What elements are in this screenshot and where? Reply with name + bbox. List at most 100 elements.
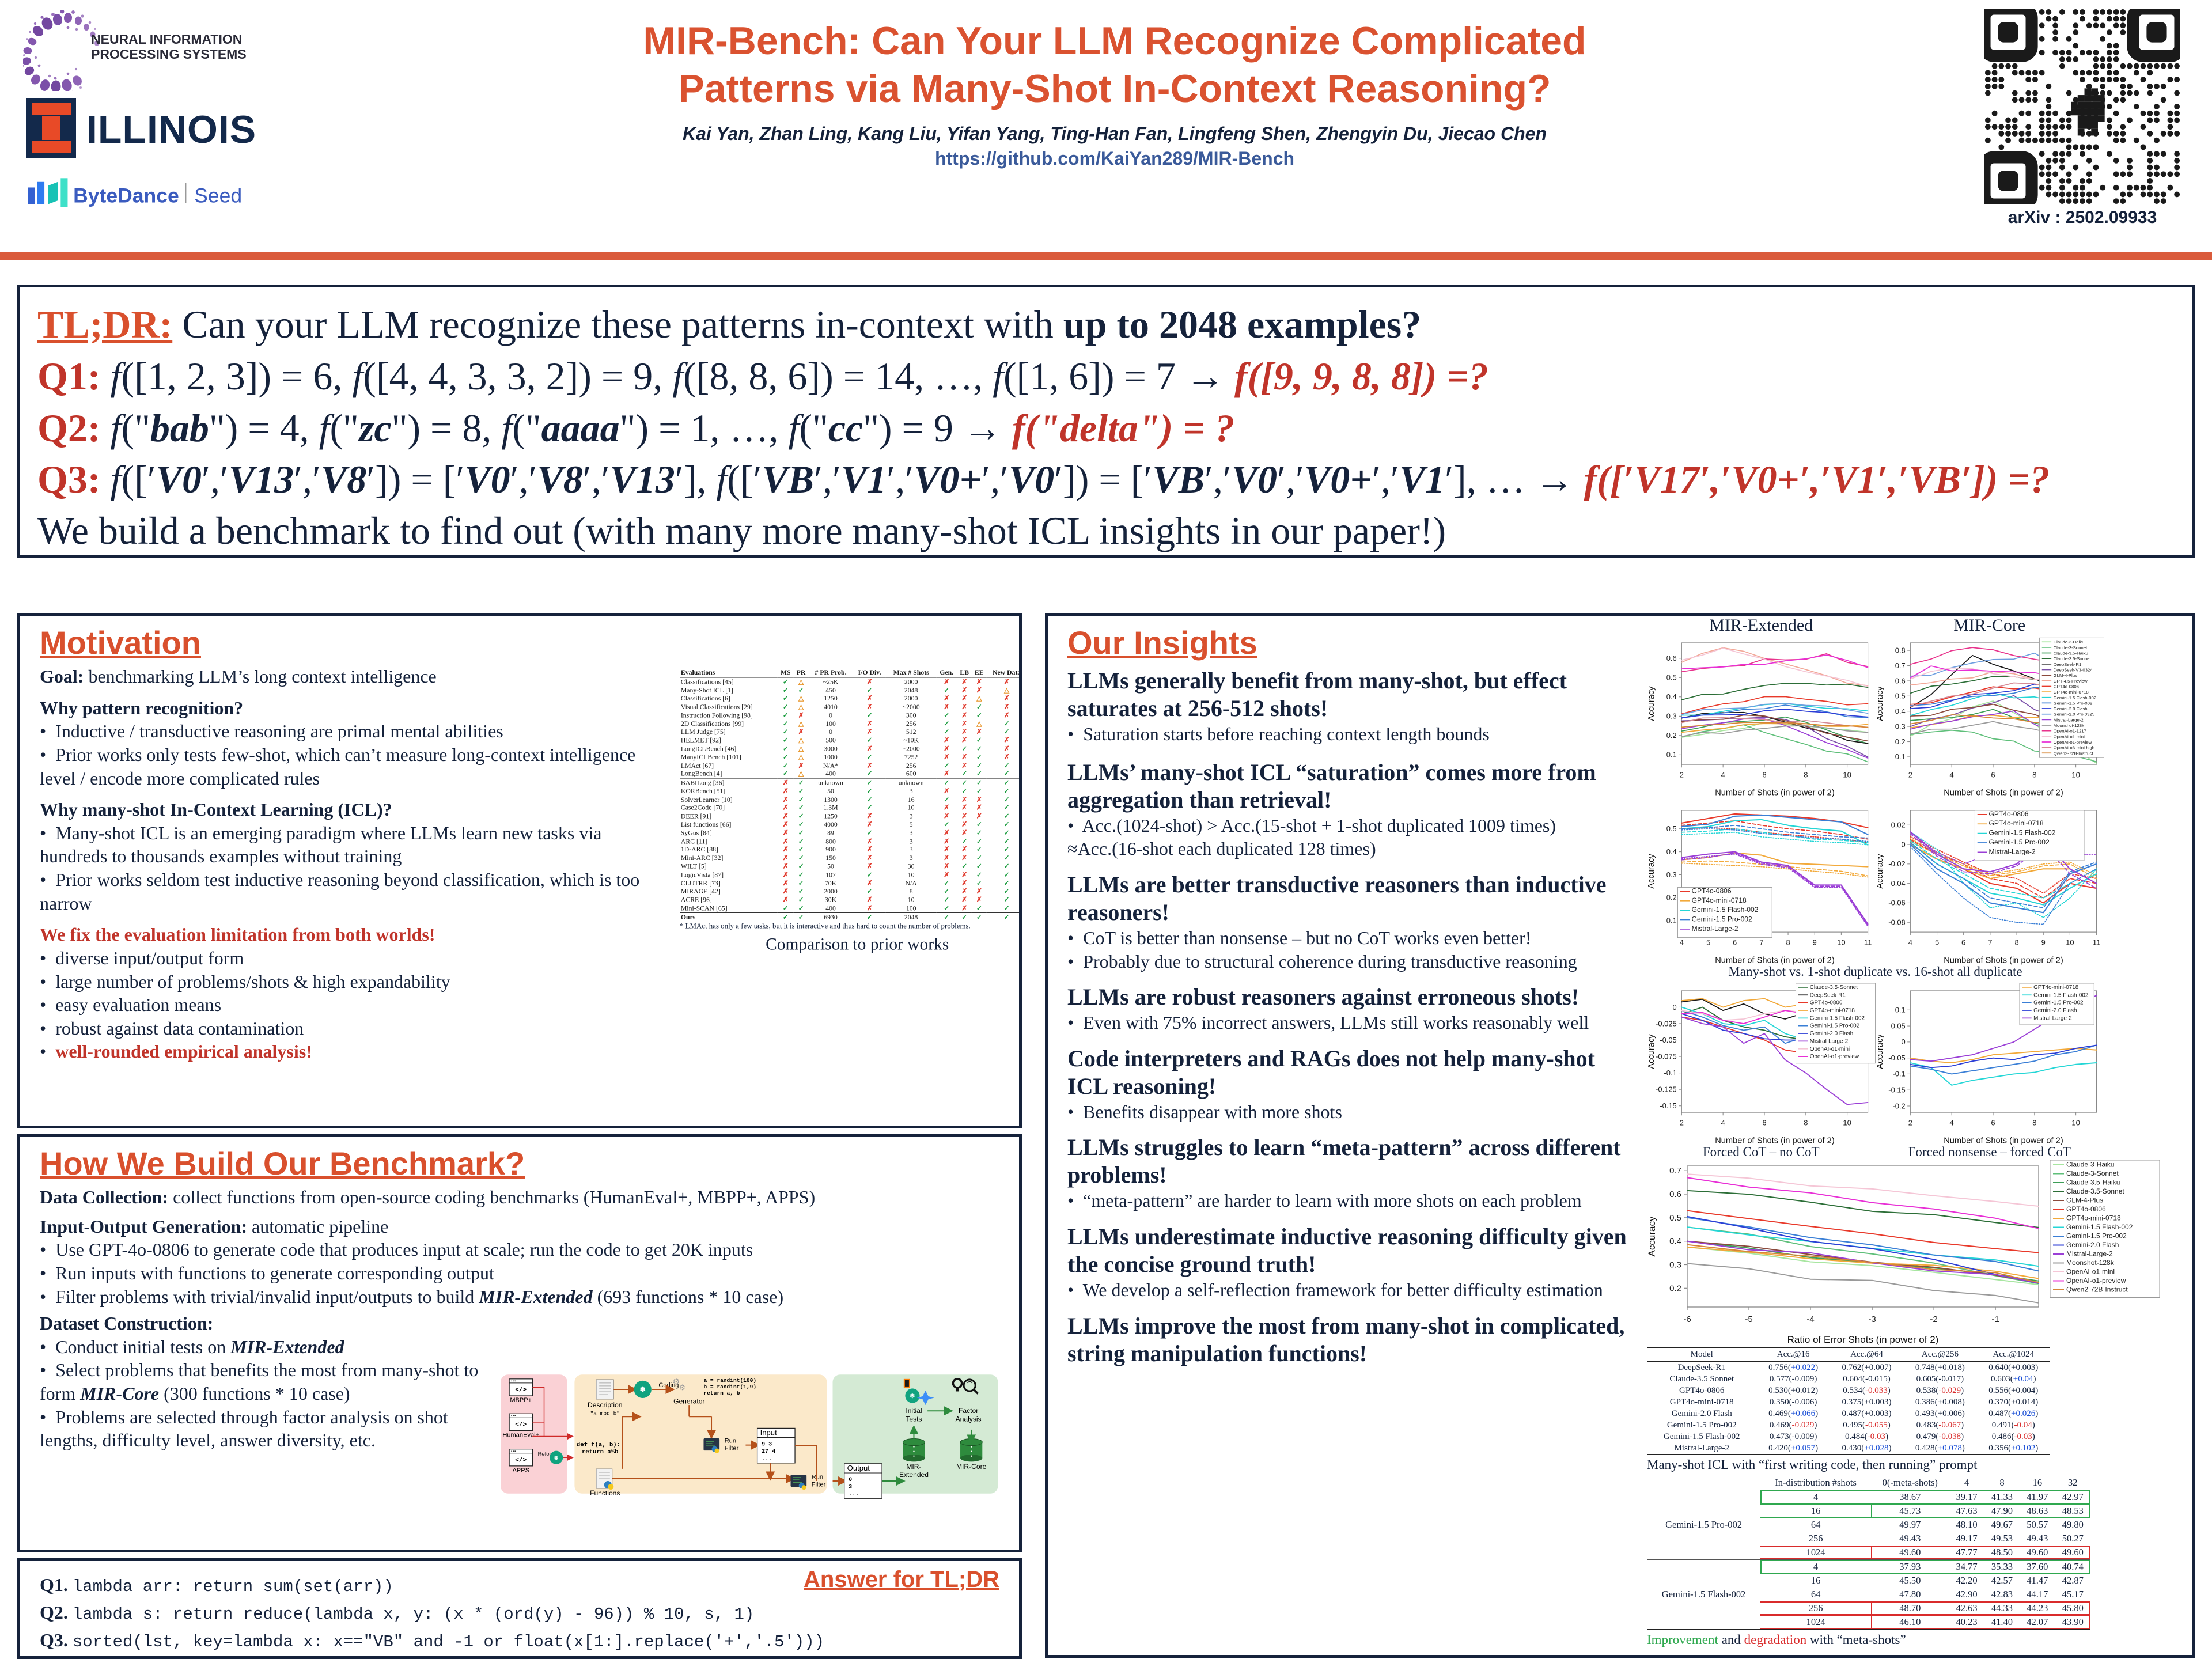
svg-text:def f(a, b):: def f(a, b): xyxy=(577,1442,620,1449)
svg-text:Gemini-2.0 Flash: Gemini-2.0 Flash xyxy=(2053,706,2087,711)
svg-text:return a%b: return a%b xyxy=(582,1449,618,1456)
svg-text:10: 10 xyxy=(1837,938,1845,947)
svg-text:Accuracy: Accuracy xyxy=(1647,854,1656,889)
svg-text:-0.15: -0.15 xyxy=(1660,1101,1676,1110)
svg-text:2: 2 xyxy=(1680,1119,1684,1127)
svg-text:Tests: Tests xyxy=(906,1415,922,1423)
svg-text:0.4: 0.4 xyxy=(1895,707,1905,715)
svg-text:-0.05: -0.05 xyxy=(1888,1054,1905,1062)
svg-text:Filter: Filter xyxy=(812,1482,826,1488)
svg-text:GPT4o-mini-0718: GPT4o-mini-0718 xyxy=(1810,1007,1855,1014)
svg-text:MIR-: MIR- xyxy=(906,1463,921,1471)
svg-text:a = randint(100): a = randint(100) xyxy=(703,1377,756,1384)
svg-text:Mistral-Large-2: Mistral-Large-2 xyxy=(2066,1250,2113,1258)
svg-text:9 3: 9 3 xyxy=(762,1442,772,1448)
svg-text:OpenAI-o1-preview: OpenAI-o1-preview xyxy=(2066,1277,2126,1285)
svg-text:Claude-3-Haiku: Claude-3-Haiku xyxy=(2066,1161,2114,1169)
svg-text:0.3: 0.3 xyxy=(1666,870,1677,879)
svg-text:-1: -1 xyxy=(1991,1315,1999,1324)
svg-text:Initial: Initial xyxy=(906,1407,922,1415)
svg-text:Seed: Seed xyxy=(194,184,242,207)
svg-text:⚙: ⚙ xyxy=(679,1383,686,1392)
svg-text:3: 3 xyxy=(849,1484,852,1491)
svg-text:-0.06: -0.06 xyxy=(1888,899,1905,907)
svg-text:0.6: 0.6 xyxy=(1669,1190,1681,1199)
svg-text:return a, b: return a, b xyxy=(703,1390,740,1396)
svg-text:Run: Run xyxy=(812,1474,823,1481)
svg-text:OpenAI-o1-preview: OpenAI-o1-preview xyxy=(2053,740,2092,745)
svg-text:Description: Description xyxy=(588,1401,622,1409)
svg-text:-0.2: -0.2 xyxy=(1892,1101,1905,1110)
svg-text:0.4: 0.4 xyxy=(1666,847,1677,856)
svg-text:Number of Shots (in power of 2: Number of Shots (in power of 2) xyxy=(1944,1137,2063,1146)
svg-text:0.02: 0.02 xyxy=(1891,821,1905,830)
svg-text:8: 8 xyxy=(1804,1119,1808,1127)
svg-text:Filter: Filter xyxy=(725,1445,739,1452)
svg-text:Mistral-Large-2: Mistral-Large-2 xyxy=(2033,1015,2072,1021)
svg-text:0: 0 xyxy=(1673,1003,1677,1012)
svg-text:Accuracy: Accuracy xyxy=(1876,854,1885,889)
svg-text:-0.1: -0.1 xyxy=(1892,1070,1905,1078)
svg-text:Gemini-1.5 Flash-002: Gemini-1.5 Flash-002 xyxy=(2033,992,2089,998)
svg-text:Factor: Factor xyxy=(959,1407,978,1415)
svg-text:Number of Shots (in power of 2: Number of Shots (in power of 2) xyxy=(1715,1137,1835,1146)
svg-text:GPT4o-mini-0718: GPT4o-mini-0718 xyxy=(2033,984,2079,991)
svg-text:Accuracy: Accuracy xyxy=(1647,686,1656,721)
svg-text:6: 6 xyxy=(1733,938,1737,947)
svg-text:Claude-3-Sonnet: Claude-3-Sonnet xyxy=(2053,645,2087,650)
svg-text:OpenAI-o1-mini: OpenAI-o1-mini xyxy=(2066,1268,2115,1276)
svg-text:6: 6 xyxy=(1762,771,1766,779)
svg-text:Claude-3.5-Sonnet: Claude-3.5-Sonnet xyxy=(2066,1187,2124,1195)
svg-text:-0.075: -0.075 xyxy=(1656,1052,1677,1060)
svg-text:Accuracy: Accuracy xyxy=(1647,1216,1657,1256)
svg-text:Gemini-1.5 Pro-002: Gemini-1.5 Pro-002 xyxy=(2033,1000,2084,1006)
svg-text:-0.15: -0.15 xyxy=(1888,1086,1905,1094)
svg-text:Run: Run xyxy=(725,1438,736,1445)
svg-text:10: 10 xyxy=(2066,938,2074,947)
svg-text:8: 8 xyxy=(1786,938,1790,947)
svg-text:0.3: 0.3 xyxy=(1895,722,1905,730)
svg-text:10: 10 xyxy=(1843,1119,1851,1127)
svg-text:ByteDance: ByteDance xyxy=(73,184,179,207)
svg-text:2: 2 xyxy=(1680,771,1684,779)
svg-text:Gemini-1.5 Flash-002: Gemini-1.5 Flash-002 xyxy=(1988,829,2055,837)
svg-text:Gemini-1.5 Flash-002: Gemini-1.5 Flash-002 xyxy=(1692,906,1759,914)
svg-text:Number of Shots (in power of 2: Number of Shots (in power of 2) xyxy=(1715,956,1835,965)
svg-text:-0.02: -0.02 xyxy=(1888,859,1905,868)
svg-text:8: 8 xyxy=(1804,771,1808,779)
svg-text:Gemini-1.5 Pro-002: Gemini-1.5 Pro-002 xyxy=(2053,700,2092,706)
svg-text:❄: ❄ xyxy=(554,1455,558,1461)
svg-text:6: 6 xyxy=(1961,938,1965,947)
svg-text:DeepSeek-R1: DeepSeek-R1 xyxy=(1810,992,1846,998)
svg-text:-4: -4 xyxy=(1806,1315,1814,1324)
svg-text:0.8: 0.8 xyxy=(1895,646,1905,654)
svg-text:-6: -6 xyxy=(1683,1315,1691,1324)
svg-text:MIR-Core: MIR-Core xyxy=(956,1463,987,1471)
svg-text:0: 0 xyxy=(849,1477,852,1483)
svg-text:Gemini-1.5 Flash-002: Gemini-1.5 Flash-002 xyxy=(1810,1015,1865,1021)
svg-text:OpenAI-o1-mini: OpenAI-o1-mini xyxy=(2053,734,2085,739)
svg-text:</>: </> xyxy=(515,1457,527,1464)
svg-text:-5: -5 xyxy=(1745,1315,1752,1324)
svg-text:Mistral-Large-2: Mistral-Large-2 xyxy=(2053,717,2083,722)
svg-text:6: 6 xyxy=(1762,1119,1766,1127)
svg-text:0.1: 0.1 xyxy=(1895,752,1905,761)
svg-text:0.5: 0.5 xyxy=(1895,692,1905,700)
svg-text:GPT4o-mini-0718: GPT4o-mini-0718 xyxy=(1988,819,2043,827)
svg-text:Moonshot-128k: Moonshot-128k xyxy=(2053,723,2084,728)
svg-text:6: 6 xyxy=(1991,771,1995,779)
svg-text:4: 4 xyxy=(1949,771,1953,779)
svg-text:2: 2 xyxy=(1908,771,1912,779)
svg-text:Claude-3.5-Sonnet: Claude-3.5-Sonnet xyxy=(2053,656,2091,661)
svg-text:Ratio of Error Shots (in power: Ratio of Error Shots (in power of 2) xyxy=(1787,1334,1939,1345)
svg-text:0.1: 0.1 xyxy=(1895,1006,1905,1014)
svg-text:OpenAI-o1-preview: OpenAI-o1-preview xyxy=(1810,1054,1859,1060)
svg-text:Accuracy: Accuracy xyxy=(1876,1034,1885,1069)
svg-text:5: 5 xyxy=(1706,938,1710,947)
svg-text:GPT4o-mini-0718: GPT4o-mini-0718 xyxy=(2066,1214,2121,1222)
svg-text:HumanEval+: HumanEval+ xyxy=(502,1432,539,1439)
svg-text:0.3: 0.3 xyxy=(1669,1260,1681,1270)
svg-text:10: 10 xyxy=(2071,771,2080,779)
svg-text:APPS: APPS xyxy=(512,1467,529,1474)
svg-text:0.7: 0.7 xyxy=(1895,661,1905,670)
